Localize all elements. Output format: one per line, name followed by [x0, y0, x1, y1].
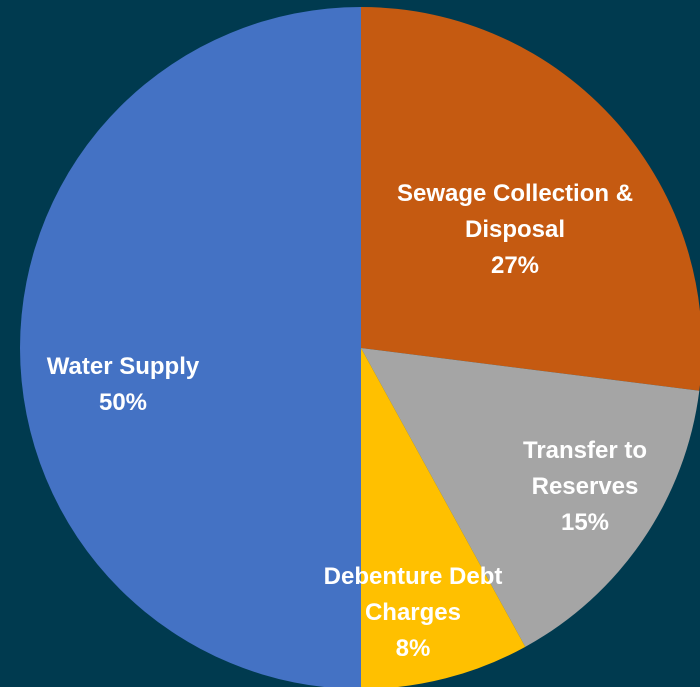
category-label: Transfer to Reserves — [522, 437, 648, 500]
pie-slice — [361, 348, 700, 647]
category-label: Sewage Collection & Disposal — [396, 180, 634, 243]
slice-label: Water Supply 50% — [18, 349, 228, 421]
slice-label: Sewage Collection & Disposal 27% — [373, 176, 658, 284]
value-label: 27% — [490, 252, 540, 279]
pie-slice — [20, 7, 361, 687]
value-label: 50% — [98, 389, 148, 416]
value-label: 8% — [395, 635, 431, 662]
pie-slice — [361, 348, 526, 687]
value-label: 15% — [560, 509, 610, 536]
slice-label: Debenture Debt Charges 8% — [313, 559, 513, 667]
pie-slice — [361, 7, 700, 391]
category-label: Water Supply — [46, 353, 200, 380]
slice-label: Transfer to Reserves 15% — [498, 433, 673, 541]
category-label: Debenture Debt Charges — [323, 563, 503, 626]
